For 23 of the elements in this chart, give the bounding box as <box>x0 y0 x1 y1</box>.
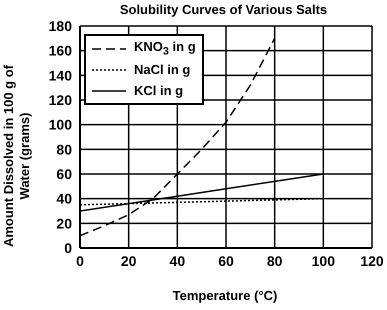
x-tick-label: 100 <box>312 252 336 269</box>
y-tick-label: 140 <box>48 67 72 84</box>
x-tick-label: 80 <box>266 252 283 269</box>
x-tick-label: 120 <box>360 252 384 269</box>
x-tick-label: 0 <box>76 252 84 269</box>
x-axis-title: Temperature (°C) <box>172 288 278 303</box>
legend-label: KCl in g <box>134 83 184 98</box>
y-tick-label: 0 <box>64 240 72 256</box>
x-tick-label: 20 <box>120 252 137 269</box>
y-tick-label: 100 <box>48 116 72 133</box>
legend-label: KNO$_{3}$ in g <box>134 39 196 58</box>
x-tick-label: 60 <box>218 252 234 269</box>
y-tick-label: 180 <box>48 18 72 34</box>
y-tick-label: 80 <box>56 141 72 158</box>
y-tick-label: 40 <box>56 190 72 207</box>
y-tick-label: 60 <box>56 166 72 182</box>
y-axis-title: Amount Dissolved in 100 g of Water (grams) <box>1 64 33 250</box>
y-tick-label: 20 <box>56 215 72 232</box>
y-tick-label: 120 <box>48 92 72 108</box>
x-tick-label: 40 <box>170 252 186 269</box>
legend-label: NaCl in g <box>134 62 190 77</box>
chart-title: Solubility Curves of Various Salts <box>118 2 328 17</box>
y-tick-label: 160 <box>48 42 72 59</box>
